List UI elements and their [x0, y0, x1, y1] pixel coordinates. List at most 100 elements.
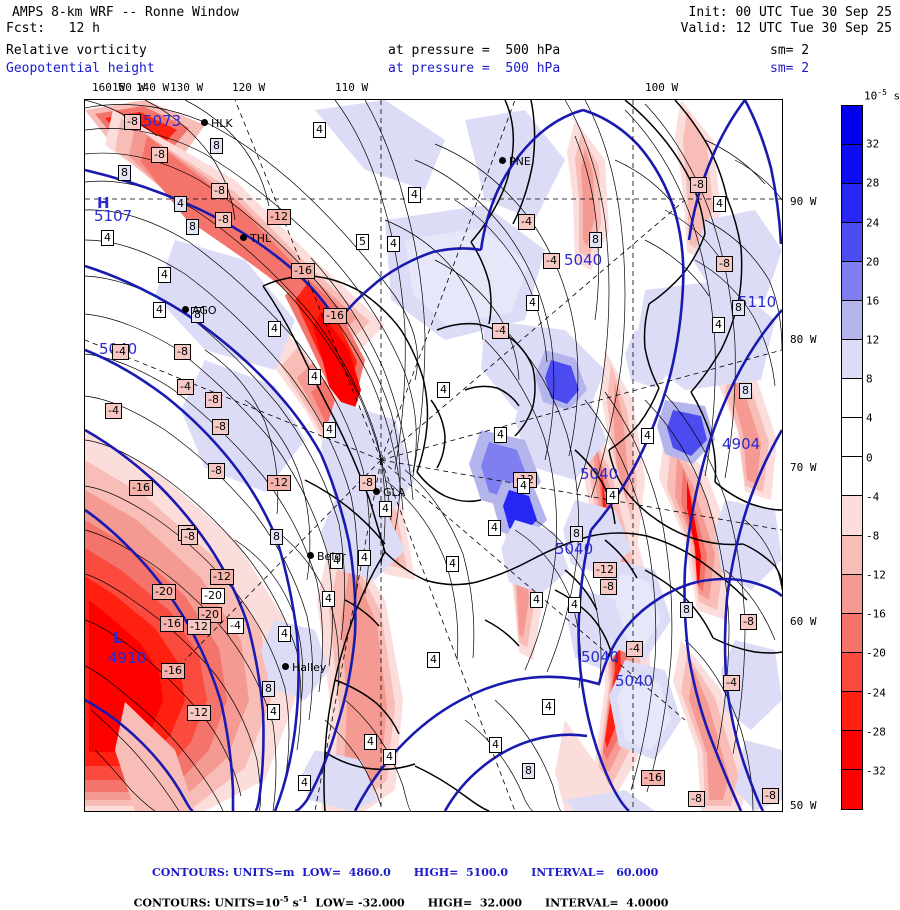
- contour-value-box: 4: [712, 317, 725, 333]
- colorbar-unit-seconds: s: [893, 89, 900, 103]
- contour-value-box: 8: [522, 763, 535, 779]
- colorbar-tick--16: -16: [866, 607, 886, 621]
- height-contour-label: 5073: [143, 112, 182, 130]
- contour-value-box: -12: [210, 569, 234, 585]
- contour-value-box: 4: [517, 478, 530, 494]
- low-center-marker: L: [113, 629, 123, 647]
- longitude-tick-120-W: 120 W: [232, 81, 266, 94]
- station-label-gla: GLA: [383, 486, 406, 499]
- contour-value-box: -8: [359, 475, 376, 491]
- latitude-tick-60-W: 60 W: [790, 615, 817, 628]
- vorticity-contours: [85, 100, 782, 811]
- contour-value-box: 8: [589, 232, 602, 248]
- colorbar-tick--32: -32: [866, 764, 886, 778]
- contour-value-box: 4: [530, 592, 543, 608]
- contour-value-box: -16: [323, 308, 347, 324]
- colorbar-band: [842, 496, 862, 536]
- contour-value-box: -8: [174, 344, 191, 360]
- station-marker-belgr: [307, 552, 314, 559]
- contour-value-box: -8: [716, 256, 733, 272]
- field2-smoothing-label: sm= 2: [770, 61, 810, 76]
- contour-value-box: -16: [291, 263, 315, 279]
- contour-value-box: 4: [364, 734, 377, 750]
- init-time-label: Init: 00 UTC Tue 30 Sep 25: [688, 5, 893, 20]
- colorbar-tick-0: 0: [866, 451, 873, 464]
- contour-value-box: -4: [227, 618, 244, 634]
- latitude-tick-70-W: 70 W: [790, 461, 817, 474]
- colorbar-tick-28: 28: [866, 176, 880, 190]
- colorbar-tick--24: -24: [866, 686, 886, 699]
- height-contour-label: 5107: [94, 207, 133, 225]
- contour-value-box: -8: [690, 177, 707, 193]
- contour-value-box: 4: [542, 699, 555, 715]
- latitude-tick-90-W: 90 W: [790, 195, 817, 208]
- colorbar-band: [842, 262, 862, 302]
- contour-value-box: 4: [330, 553, 343, 569]
- contour-value-box: -16: [641, 770, 665, 786]
- colorbar-tick--28: -28: [866, 725, 886, 739]
- colorbar-band: [842, 535, 862, 575]
- contour-value-box: -8: [211, 183, 228, 199]
- contour-value-box: 4: [494, 427, 507, 443]
- colorbar-band: [842, 106, 862, 146]
- field2-pressure-label: at pressure = 500 hPa: [388, 61, 561, 76]
- contour-value-box: -12: [593, 562, 617, 578]
- station-label-halley: Halley: [292, 661, 327, 674]
- height-contour-label: 4910: [108, 649, 147, 667]
- contour-value-box: 4: [379, 501, 392, 517]
- station-label-pne: PNE: [509, 155, 531, 168]
- contour-value-box: 4: [323, 422, 336, 438]
- latitude-tick-80-W: 80 W: [790, 333, 817, 346]
- colorbar-band: [842, 223, 862, 263]
- contour-value-box: -8: [600, 579, 617, 595]
- height-contour-label: 5040: [615, 672, 654, 690]
- colorbar-band: [842, 613, 862, 653]
- contour-value-box: 4: [526, 295, 539, 311]
- footer-line2-prefix: CONTOURS: UNITS=10: [133, 896, 280, 910]
- contour-value-box: 4: [267, 704, 280, 720]
- contour-value-box: 4: [641, 428, 654, 444]
- height-contour-label: 5110: [738, 293, 777, 311]
- contour-value-box: -8: [124, 114, 141, 130]
- colorbar-band: [842, 379, 862, 419]
- colorbar-tick-4: 4: [866, 411, 873, 425]
- colorbar-tick-8: 8: [866, 372, 873, 386]
- contour-value-box: -20: [152, 584, 176, 600]
- station-marker-thl: [240, 234, 247, 241]
- contour-value-box: 8: [262, 681, 275, 697]
- vorticity-colorbar[interactable]: [841, 105, 863, 810]
- latitude-tick-50-W: 50 W: [790, 799, 817, 812]
- contour-value-box: 5: [356, 234, 369, 250]
- colorbar-band: [842, 574, 862, 614]
- contour-value-box: -8: [740, 614, 757, 630]
- colorbar-band: [842, 691, 862, 731]
- geopotential-height-contours: [85, 100, 782, 811]
- contour-value-box: 4: [713, 196, 726, 212]
- contour-value-box: 4: [606, 488, 619, 504]
- contour-value-box: 8: [118, 165, 131, 181]
- contour-value-box: 8: [570, 526, 583, 542]
- contour-value-box: 4: [101, 230, 114, 246]
- longitude-tick-150-W: 150 W: [112, 81, 146, 94]
- contour-value-box: 4: [158, 267, 171, 283]
- field1-label: Relative vorticity: [6, 43, 147, 58]
- colorbar-band: [842, 457, 862, 497]
- contour-value-box: 4: [278, 626, 291, 642]
- contour-value-box: 8: [739, 383, 752, 399]
- longitude-tick-130-W: 130 W: [170, 81, 204, 94]
- contour-value-box: -8: [762, 788, 779, 804]
- contour-value-box: 4: [437, 382, 450, 398]
- coastline: [262, 100, 782, 811]
- station-marker-halley: [282, 663, 289, 670]
- valid-time-label: Valid: 12 UTC Tue 30 Sep 25: [680, 21, 892, 36]
- colorbar-tick--8: -8: [866, 529, 880, 543]
- contour-value-box: 4: [408, 187, 421, 203]
- footer-line2-mid: s: [288, 896, 299, 910]
- contour-value-box: 8: [186, 219, 199, 235]
- colorbar-band: [842, 301, 862, 341]
- contour-value-box: 8: [270, 529, 283, 545]
- longitude-tick-160-W: 160 W: [92, 81, 126, 94]
- contour-value-box: -4: [177, 379, 194, 395]
- contour-value-box: 4: [322, 591, 335, 607]
